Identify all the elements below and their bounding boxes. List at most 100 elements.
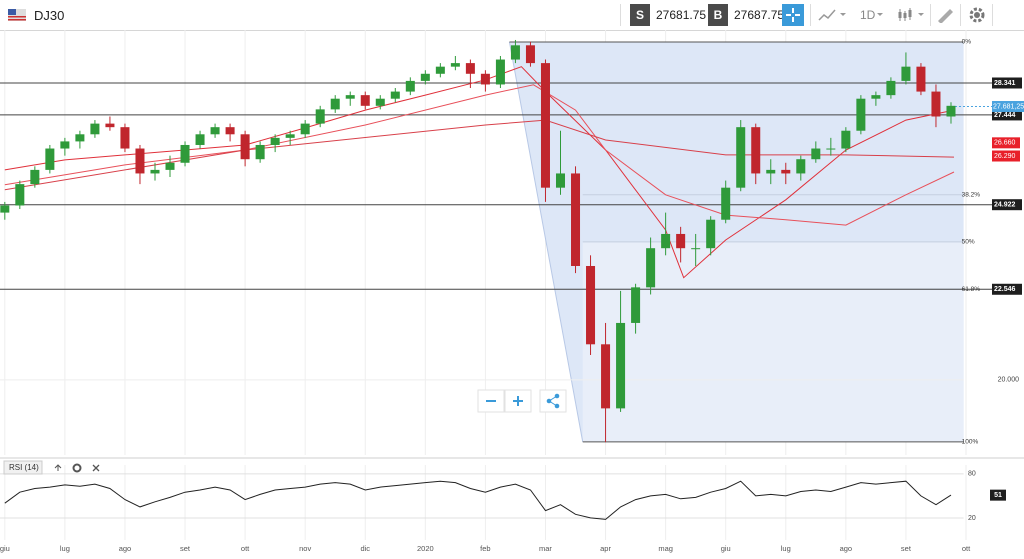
- buy-price: 27687.75: [734, 8, 785, 22]
- candle-body: [30, 169, 40, 185]
- x-tick-label: feb: [480, 544, 490, 553]
- ma-tag-label: 26.660: [994, 140, 1016, 147]
- sell-price: 27681.75: [656, 8, 707, 22]
- candle-body: [345, 95, 355, 99]
- candle-body: [150, 169, 160, 174]
- gear-icon: [969, 7, 985, 23]
- candle-body: [375, 98, 385, 106]
- draw-button[interactable]: [936, 0, 956, 30]
- rsi-settings-icon[interactable]: [72, 463, 82, 473]
- timeframe-button[interactable]: 1D: [860, 0, 885, 30]
- moving-average: [4, 84, 955, 226]
- price-tag-label: 27.444: [994, 112, 1016, 119]
- close-icon[interactable]: [92, 464, 100, 472]
- candle-body: [255, 144, 265, 160]
- fib-label: 0%: [962, 39, 972, 46]
- moving-average: [4, 119, 955, 191]
- x-tick-label: giu: [721, 544, 731, 553]
- candle-body: [721, 187, 731, 220]
- settings-button[interactable]: [968, 0, 986, 30]
- x-tick-label: mar: [539, 544, 552, 553]
- x-tick-label: set: [180, 544, 191, 553]
- toolbar: DJ30 S 27681.75 B 27687.75 1D: [0, 0, 1024, 31]
- candle-body: [601, 344, 611, 409]
- candle-body: [661, 233, 671, 249]
- move-up-icon[interactable]: [54, 464, 62, 471]
- buy-label: B: [708, 4, 728, 26]
- rsi-tick-label: 80: [968, 471, 976, 478]
- rsi-tick-label: 20: [968, 515, 976, 522]
- candle-body: [631, 287, 641, 323]
- price-tag: [992, 109, 1022, 121]
- x-tick-label: apr: [600, 544, 611, 553]
- flag-icon: [8, 9, 26, 21]
- candle-body: [886, 80, 896, 96]
- rsi-line: [4, 480, 952, 520]
- price-tag-label: 22.546: [994, 286, 1016, 293]
- candle-body: [616, 322, 626, 409]
- separator: [620, 4, 621, 26]
- y-tick-label: 20.000: [998, 377, 1020, 384]
- crosshair-button[interactable]: [782, 0, 804, 30]
- sell-label: S: [630, 4, 650, 26]
- x-tick-label: giu: [0, 544, 10, 553]
- candle-body: [510, 45, 520, 60]
- candle-body: [901, 66, 911, 81]
- candle-body: [420, 73, 430, 81]
- candle-body: [781, 169, 791, 174]
- sell-box[interactable]: S 27681.75: [630, 0, 706, 30]
- candle-body: [841, 130, 851, 149]
- plus-icon: [513, 396, 523, 406]
- candle-body: [811, 148, 821, 160]
- share-button[interactable]: [539, 389, 567, 413]
- candle-body: [916, 66, 926, 92]
- rsi-last-tag: [990, 489, 1006, 501]
- candle-body: [315, 109, 325, 124]
- candle-button[interactable]: [897, 0, 927, 30]
- fib-trend-line: [508, 41, 584, 442]
- candle-body: [330, 98, 340, 110]
- candle-body: [435, 66, 445, 74]
- buy-box[interactable]: B 27687.75: [708, 0, 784, 30]
- candle-body: [405, 80, 415, 92]
- candle-body: [946, 105, 956, 117]
- rsi-title: RSI (14): [9, 463, 39, 472]
- fib-area-light: [582, 241, 964, 442]
- x-tick-label: lug: [60, 544, 70, 553]
- rsi-title-box[interactable]: [3, 460, 43, 475]
- candle-icon: [898, 8, 924, 21]
- overlay-layer: giu lug ago set ott nov dic 2020 feb mar apr mag giu…: [0, 39, 1024, 553]
- candle-body: [871, 95, 881, 99]
- candle-body: [586, 265, 596, 345]
- last-price-tag: [992, 100, 1024, 112]
- candle-body: [646, 248, 656, 288]
- price-tag-label: 24.922: [994, 202, 1016, 209]
- candle-body: [285, 134, 295, 138]
- candle-body: [90, 123, 100, 135]
- rsi-last-label: 51: [994, 492, 1002, 499]
- candle-body: [45, 148, 55, 170]
- candle-body: [75, 134, 85, 142]
- ma-tag-label: 26.290: [994, 153, 1016, 160]
- candle-body: [465, 63, 475, 74]
- candle-body: [736, 127, 746, 188]
- candle-body: [120, 127, 130, 149]
- x-tick-label: ott: [962, 544, 971, 553]
- candle-body: [931, 91, 941, 117]
- fib-label: 50%: [962, 239, 975, 246]
- chart-type-button[interactable]: [818, 0, 846, 30]
- x-tick-label: ago: [119, 544, 132, 553]
- candle-body: [60, 141, 70, 149]
- candle-body: [195, 134, 205, 145]
- candle-body: [270, 137, 280, 145]
- candle-body: [0, 205, 10, 213]
- candle-body: [105, 123, 115, 128]
- candle-body: [706, 219, 716, 249]
- share-icon: [546, 393, 560, 409]
- separator: [810, 4, 811, 26]
- candle-body: [225, 127, 235, 135]
- symbol-box[interactable]: DJ30: [8, 0, 64, 30]
- candle-body: [480, 73, 490, 85]
- x-tick-label: ott: [241, 544, 250, 553]
